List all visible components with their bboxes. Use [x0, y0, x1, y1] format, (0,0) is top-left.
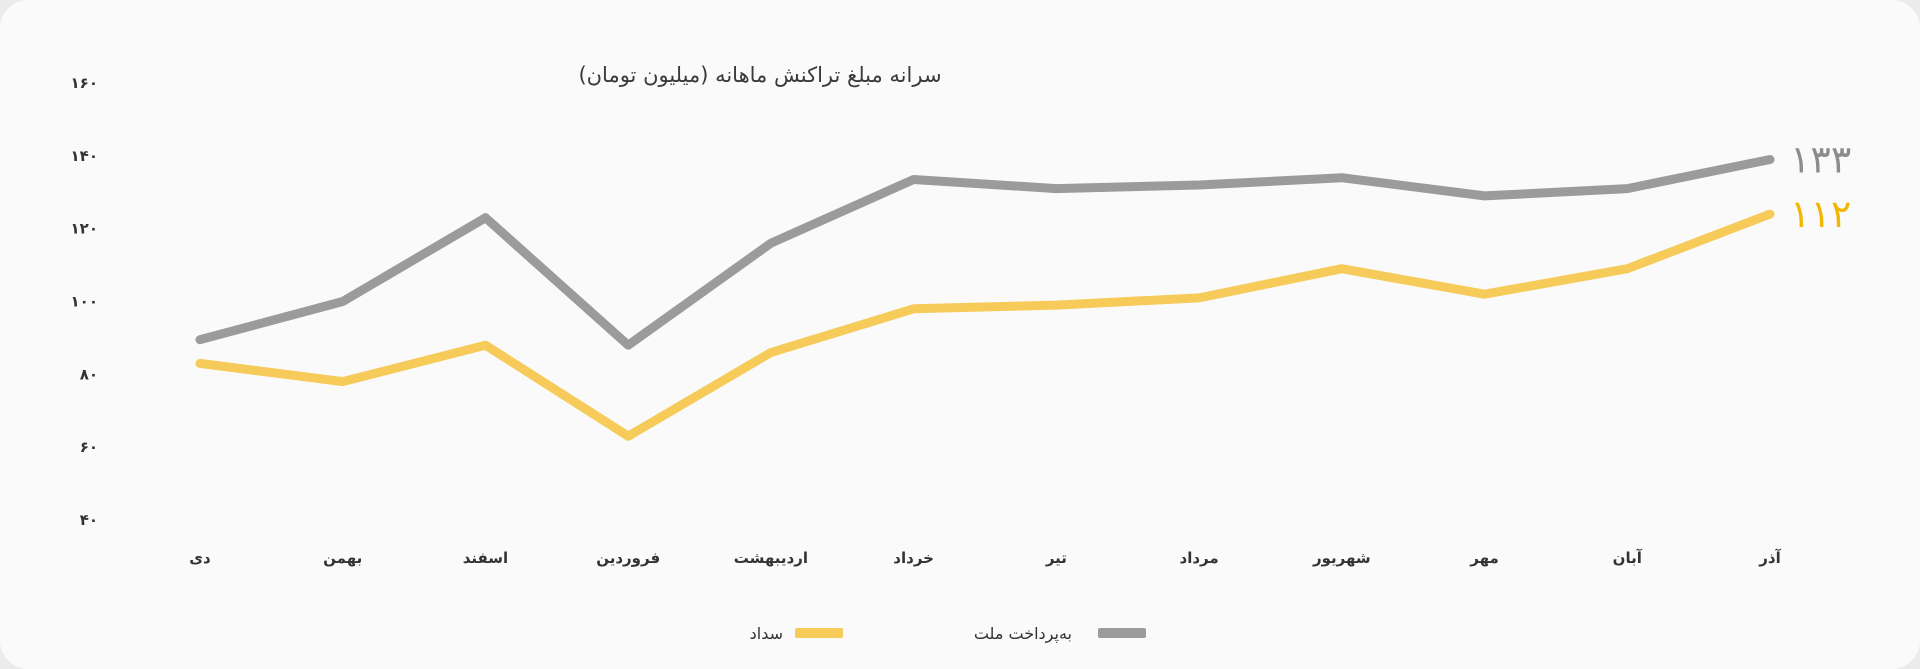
- y-tick-label: ۱۰۰: [71, 293, 98, 311]
- legend-label: سداد: [750, 624, 783, 643]
- end-label-sadad: ۱۱۲: [1790, 192, 1851, 236]
- y-tick-label: ۴۰: [80, 511, 98, 529]
- y-tick-label: ۶۰: [80, 438, 98, 456]
- series-line-behpardakht: [195, 155, 1775, 350]
- x-tick-label: تیر: [1045, 549, 1067, 567]
- end-label-behpardakht: ۱۳۳: [1790, 137, 1851, 181]
- chart-title: سرانه مبلغ تراکنش ماهانه (میلیون تومان): [578, 63, 941, 87]
- y-tick-label: ۱۲۰: [71, 220, 98, 238]
- x-tick-label: اردیبهشت: [734, 549, 808, 567]
- y-tick-label: ۸۰: [80, 365, 98, 383]
- legend-swatch: [1098, 628, 1146, 638]
- x-tick-label: دی: [189, 549, 211, 567]
- x-tick-label: مرداد: [1180, 549, 1219, 567]
- x-tick-label: مهر: [1469, 549, 1499, 567]
- x-tick-label: فروردین: [596, 549, 660, 567]
- legend-swatch: [795, 628, 843, 638]
- x-tick-label: آذر: [1758, 549, 1781, 567]
- legend-label: به‌پرداخت ملت: [974, 624, 1072, 644]
- series-lines: [195, 155, 1775, 441]
- y-tick-label: ۱۶۰: [71, 74, 98, 92]
- series-line-sadad: [195, 209, 1775, 441]
- legend-item-sadad: سداد: [750, 624, 843, 643]
- legend: سداد به‌پرداخت ملت: [750, 624, 1146, 644]
- y-axis: ۴۰ ۶۰ ۸۰ ۱۰۰ ۱۲۰ ۱۴۰ ۱۶۰: [71, 74, 98, 529]
- x-tick-label: خرداد: [893, 549, 934, 567]
- x-tick-label: شهریور: [1312, 549, 1371, 567]
- x-axis: دی بهمن اسفند فروردین اردیبهشت خرداد تیر مرداد ش…: [189, 549, 1781, 567]
- x-tick-label: بهمن: [323, 549, 362, 567]
- x-tick-label: آبان: [1613, 549, 1643, 567]
- y-tick-label: ۱۴۰: [71, 147, 98, 165]
- x-tick-label: اسفند: [463, 549, 508, 567]
- legend-item-behpardakht: به‌پرداخت ملت: [974, 624, 1146, 644]
